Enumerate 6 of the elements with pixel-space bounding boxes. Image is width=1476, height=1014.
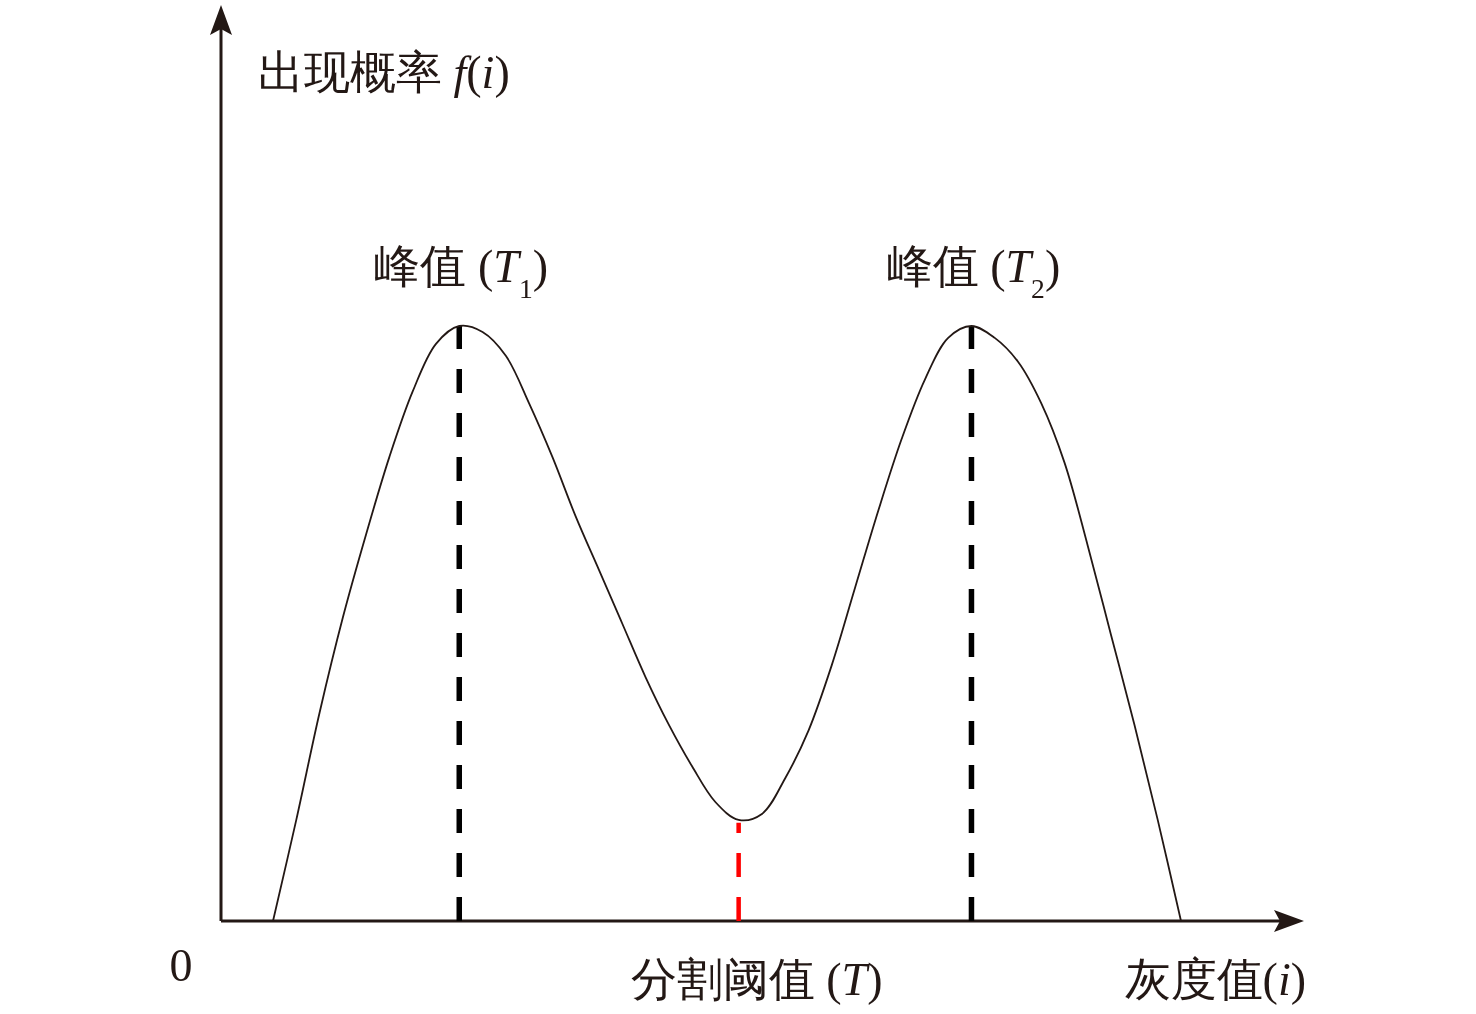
annotation: 分割阈值 (T)	[630, 954, 883, 1005]
annotation: 峰值 (T$_{2}$)	[886, 241, 1061, 304]
y-axis-title: 出现概率 f(i)	[258, 47, 510, 98]
annotation: 峰值 (T$_{1}$)	[374, 241, 549, 304]
text: 0	[169, 940, 193, 991]
x-axis-title: 灰度值(i)	[1124, 954, 1306, 1005]
